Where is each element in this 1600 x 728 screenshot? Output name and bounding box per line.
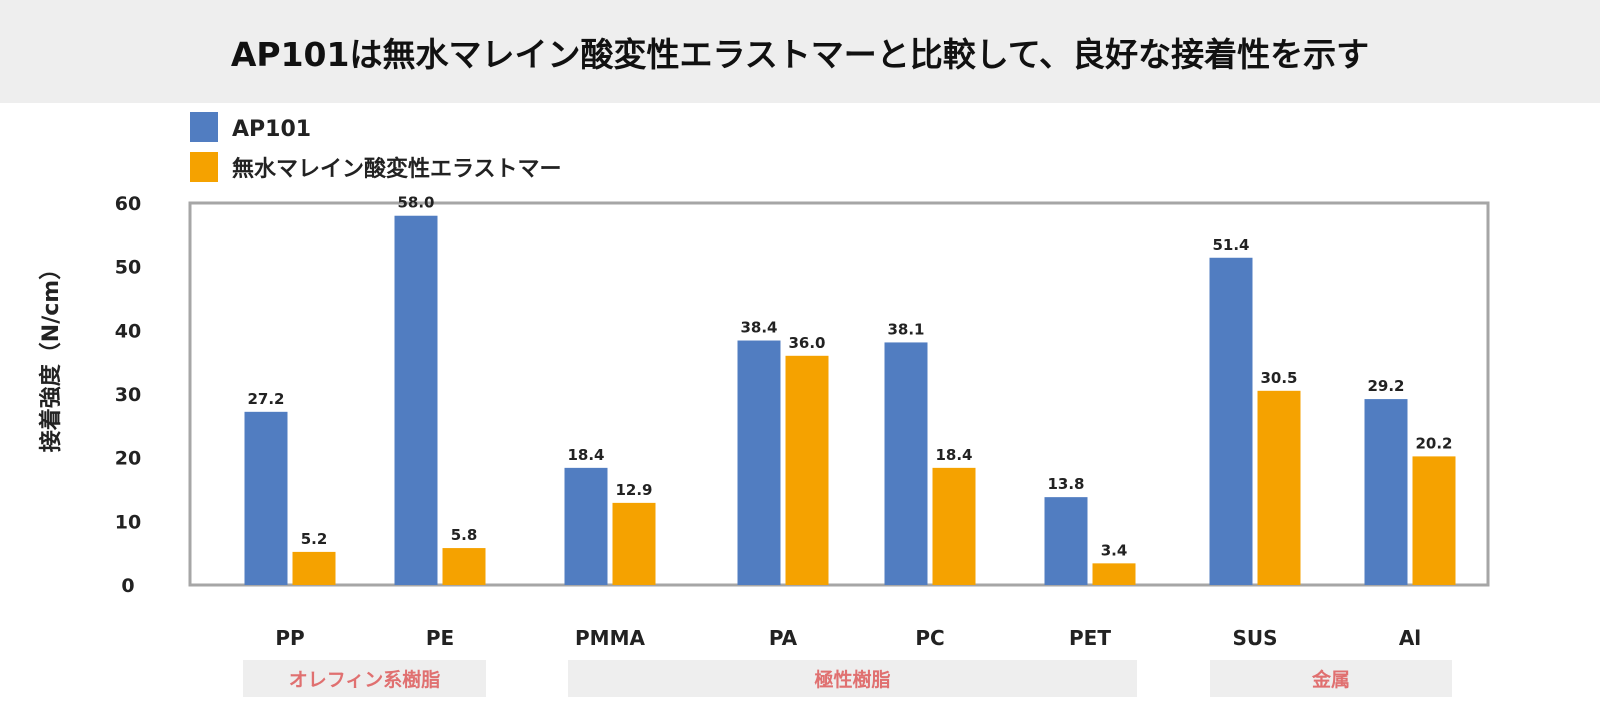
bar-PET-ap101 [1044,497,1088,585]
data-label: 20.2 [1415,434,1452,452]
group-band [568,660,1137,697]
data-label: 18.4 [935,446,972,464]
plot-frame [188,201,1490,587]
y-tick-label: 10 [115,511,141,533]
x-tick-label: PMMA [575,626,645,650]
group-label: オレフィン系樹脂 [289,668,441,691]
data-label: 30.5 [1260,369,1297,387]
bar-Al-ap101 [1364,399,1408,585]
y-tick-label: 0 [121,575,134,597]
x-tick-label: Al [1399,626,1421,650]
data-label: 3.4 [1101,541,1128,559]
y-tick-label: 20 [115,448,141,470]
data-label: 27.2 [247,390,284,408]
data-label: 36.0 [788,334,825,352]
legend-swatch [190,112,218,142]
bar-PA-ap101 [737,340,781,585]
bar-PA-elastomer [785,355,829,585]
legend-label: AP101 [232,117,311,142]
bar-PE-ap101 [394,215,438,585]
data-label: 5.2 [301,530,328,548]
y-tick-label: 40 [115,320,141,342]
x-tick-label: PE [426,626,454,650]
bar-PMMA-elastomer [612,502,656,585]
bar-PP-elastomer [292,551,336,585]
data-label: 18.4 [567,446,604,464]
y-tick-label: 50 [115,257,141,279]
data-label: 51.4 [1212,236,1249,254]
y-axis-label: 接着強度（N/cm） [38,258,64,452]
bar-PET-elastomer [1092,563,1136,585]
title-bar: AP101は無水マレイン酸変性エラストマーと比較して、良好な接着性を示す [0,0,1600,103]
x-tick-label: SUS [1232,626,1277,650]
bar-PP-ap101 [244,411,288,585]
x-tick-label: PP [275,626,304,650]
bar-Al-elastomer [1412,456,1456,585]
x-tick-label: PA [769,626,798,650]
group-label: 金属 [1311,668,1350,691]
group-label: 極性樹脂 [814,668,890,691]
bar-PMMA-ap101 [564,467,608,585]
bar-PC-ap101 [884,342,928,585]
data-label: 12.9 [615,481,652,499]
data-label: 5.8 [451,526,478,544]
y-tick-label: 30 [115,384,141,406]
x-tick-label: PC [915,626,944,650]
data-label: 38.4 [740,319,777,337]
legend-label: 無水マレイン酸変性エラストマー [232,156,562,182]
bar-SUS-elastomer [1257,390,1301,585]
bar-PE-elastomer [442,548,486,585]
group-band [243,660,486,697]
legend-swatch [190,152,218,182]
bar-SUS-ap101 [1209,257,1253,585]
data-label: 13.8 [1047,475,1084,493]
data-label: 38.1 [887,320,924,338]
chart-title: AP101は無水マレイン酸変性エラストマーと比較して、良好な接着性を示す [230,34,1370,74]
y-tick-label: 60 [115,193,141,215]
bar-PC-elastomer [932,467,976,585]
data-label: 29.2 [1367,377,1404,395]
data-label: 58.0 [397,194,434,212]
group-band [1210,660,1452,697]
x-tick-label: PET [1069,626,1111,650]
